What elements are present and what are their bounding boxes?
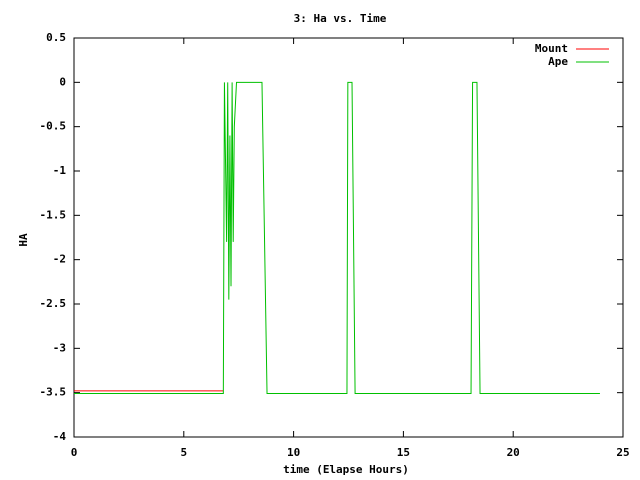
- x-tick-label: 20: [507, 446, 520, 459]
- y-tick-label: 0: [59, 75, 66, 88]
- chart-title: 3: Ha vs. Time: [294, 12, 387, 25]
- x-tick-label: 15: [397, 446, 410, 459]
- x-tick-label: 25: [616, 446, 629, 459]
- y-tick-label: -1: [53, 164, 67, 177]
- plot-frame: [73, 37, 624, 438]
- y-tick-label: -1.5: [40, 208, 67, 221]
- y-tick-label: -3.5: [40, 386, 67, 399]
- x-tick-label: 10: [287, 446, 300, 459]
- y-tick-label: -4: [53, 430, 67, 443]
- x-tick-label: 0: [71, 446, 78, 459]
- legend-label: Mount: [535, 42, 568, 55]
- y-tick-label: 0.5: [46, 31, 66, 44]
- y-axis-label: HA: [17, 233, 30, 247]
- series-line: [74, 81, 600, 395]
- legend-label: Ape: [548, 55, 568, 68]
- y-tick-label: -3: [53, 341, 66, 354]
- y-tick-label: -2.5: [40, 297, 67, 310]
- y-tick-label: -0.5: [40, 120, 67, 133]
- x-tick-label: 5: [180, 446, 187, 459]
- y-tick-label: -2: [53, 253, 66, 266]
- x-axis-label: time (Elapse Hours): [283, 463, 409, 476]
